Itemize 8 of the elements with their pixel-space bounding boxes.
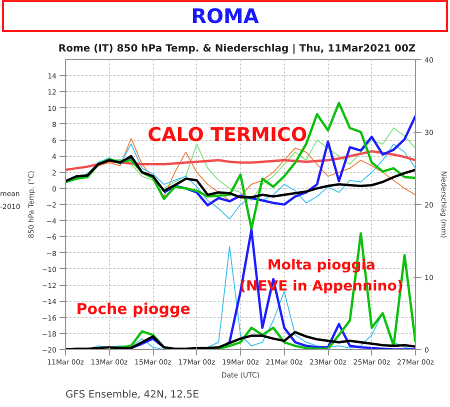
line-series [66,154,416,198]
chart-subtitle: Rome (IT) 850 hPa Temp. & Niederschlag | Thu, 11Mar2021 00Z [58,44,416,54]
chart-title: ROMA [2,0,448,32]
annotation: Poche piogge [76,300,190,318]
annotation: CALO TERMICO [148,124,308,146]
line-series [66,150,416,172]
line-series [66,102,416,230]
text: GFS Ensemble, 42N, 12.5E [66,390,199,400]
